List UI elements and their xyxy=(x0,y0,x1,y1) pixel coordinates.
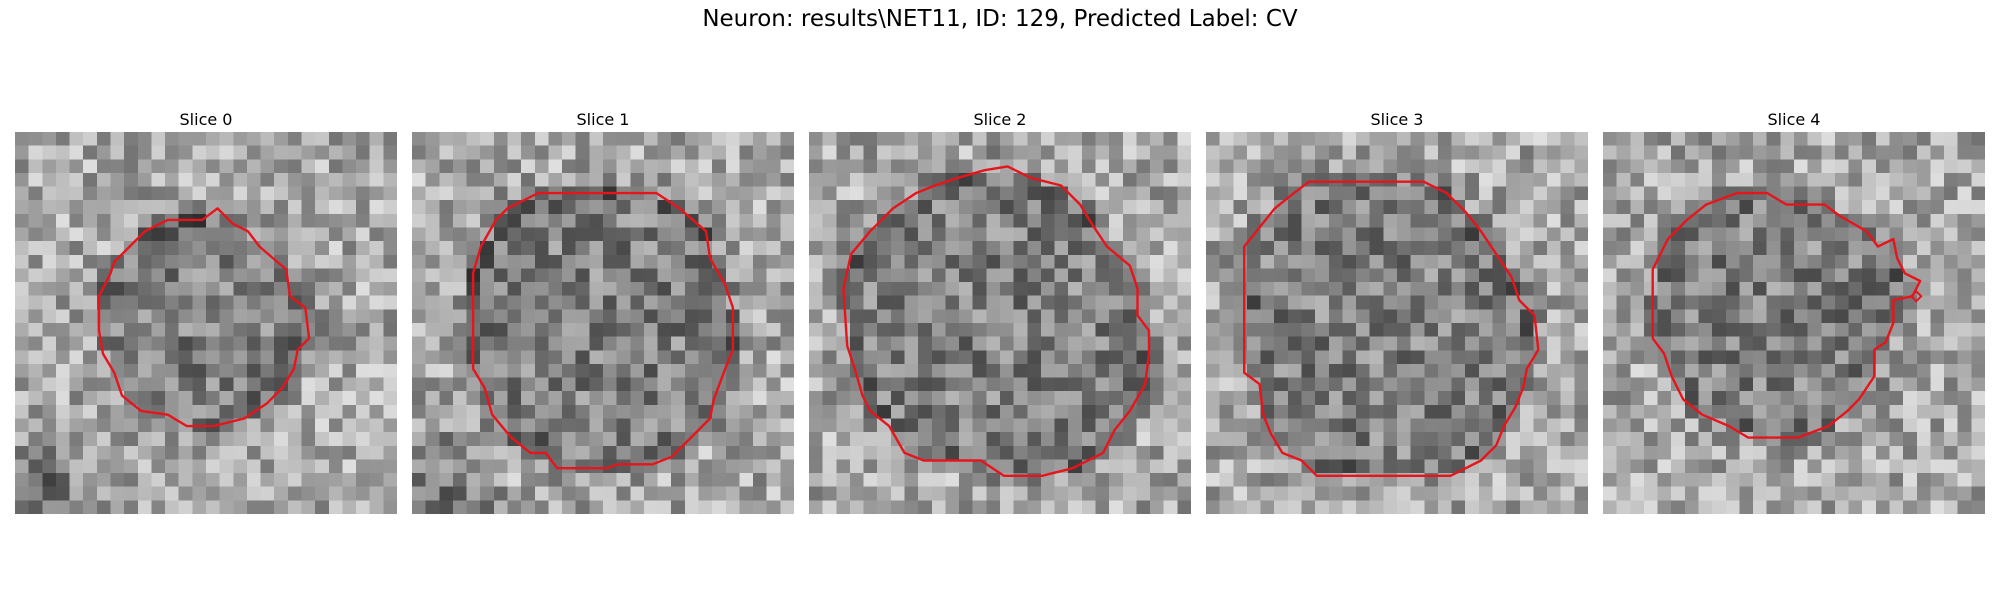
cell-contour xyxy=(1243,180,1540,477)
contour-overlay xyxy=(842,165,1151,477)
slice-panel-3: Slice 3 xyxy=(1206,108,1588,514)
slice-image xyxy=(412,132,794,514)
contour-overlay xyxy=(1651,191,1923,439)
cell-contour xyxy=(842,165,1151,477)
contour-overlay xyxy=(97,207,311,428)
grayscale-slice xyxy=(1603,132,1985,514)
slice-image xyxy=(1603,132,1985,514)
grayscale-slice xyxy=(809,132,1191,514)
slice-title: Slice 2 xyxy=(973,110,1027,129)
cell-contour xyxy=(1651,191,1922,439)
grayscale-slice xyxy=(1206,132,1588,514)
slice-title: Slice 3 xyxy=(1370,110,1424,129)
small-contour-marker xyxy=(1909,289,1923,303)
slice-panel-2: Slice 2 xyxy=(809,108,1191,514)
contour-overlay xyxy=(1243,180,1540,477)
slice-image xyxy=(1206,132,1588,514)
slice-panel-4: Slice 4 xyxy=(1603,108,1985,514)
slice-title: Slice 1 xyxy=(576,110,630,129)
slice-panel-1: Slice 1 xyxy=(412,108,794,514)
slice-panel-0: Slice 0 xyxy=(15,108,397,514)
slice-image xyxy=(15,132,397,514)
cell-contour xyxy=(97,207,311,428)
figure-title: Neuron: results\NET11, ID: 129, Predicte… xyxy=(702,6,1298,32)
slice-title: Slice 0 xyxy=(179,110,233,129)
contour-overlay xyxy=(471,191,735,470)
cell-contour xyxy=(471,191,735,470)
slice-image xyxy=(809,132,1191,514)
slice-title: Slice 4 xyxy=(1767,110,1821,129)
grayscale-slice xyxy=(15,132,397,514)
grayscale-slice xyxy=(412,132,794,514)
